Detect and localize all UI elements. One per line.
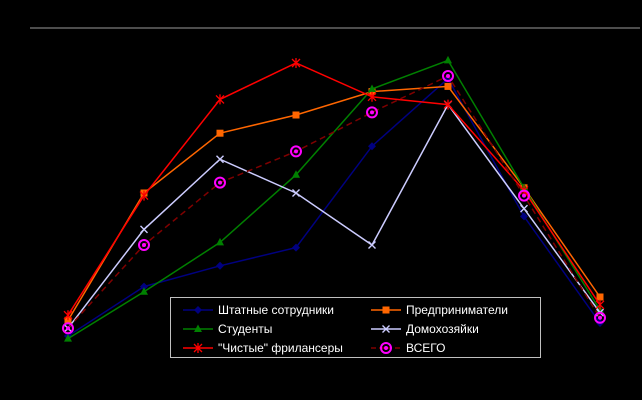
series-line: [67, 85, 601, 321]
legend-label: Домохозяйки: [406, 322, 479, 336]
data-point: [64, 334, 72, 342]
data-point: [214, 176, 226, 189]
legend-item: Штатные сотрудники: [183, 301, 334, 319]
data-point: [290, 145, 302, 158]
data-point: [368, 84, 376, 92]
series-line: [67, 75, 601, 329]
data-point: [444, 55, 452, 64]
data-point: [140, 225, 148, 234]
legend-label: "Чистые" фрилансеры: [218, 341, 343, 355]
legend-item: Предприниматели: [371, 301, 508, 319]
series-6: [62, 70, 606, 335]
legend-label: Студенты: [218, 322, 273, 336]
data-point: [63, 310, 73, 321]
data-point: [368, 142, 376, 151]
data-point: [366, 106, 378, 119]
data-point: [444, 82, 452, 90]
data-point: [140, 282, 148, 291]
legend-marker: [382, 306, 390, 314]
legend-item: "Чистые" фрилансеры: [183, 339, 343, 357]
series-line: [67, 103, 601, 329]
data-point: [216, 261, 224, 270]
legend-swatch: [183, 306, 213, 314]
legend-swatch: [371, 325, 401, 333]
legend-item: Домохозяйки: [371, 320, 479, 338]
data-point: [140, 287, 148, 295]
data-point: [292, 189, 300, 197]
legend-swatch: [183, 343, 213, 353]
legend-label: Штатные сотрудники: [218, 303, 334, 317]
legend-swatch: [371, 306, 401, 314]
data-point: [596, 293, 604, 301]
data-point: [368, 241, 376, 249]
data-point: [138, 239, 150, 251]
data-point: [292, 243, 300, 252]
data-point: [594, 311, 606, 324]
data-point: [442, 70, 454, 82]
data-point: [62, 322, 74, 335]
data-point: [518, 189, 530, 202]
data-point: [595, 299, 605, 310]
data-point: [64, 316, 72, 324]
legend-swatch: [371, 342, 401, 354]
legend-label: Предприниматели: [406, 303, 508, 317]
legend: Штатные сотрудники Предприниматели Студент…: [170, 297, 541, 358]
data-point: [216, 155, 224, 164]
data-point: [215, 94, 225, 105]
legend-marker: [194, 324, 202, 332]
series-layer: [62, 55, 606, 342]
legend-marker: [193, 343, 203, 353]
legend-item: Студенты: [183, 320, 272, 338]
legend-marker: [382, 325, 390, 333]
legend-marker: [194, 306, 202, 314]
legend-marker: [380, 342, 392, 354]
data-point: [443, 99, 453, 110]
data-point: [520, 204, 528, 213]
data-point: [291, 58, 301, 68]
data-point: [367, 91, 377, 102]
legend-label: ВСЕГО: [406, 341, 446, 355]
data-point: [520, 212, 528, 221]
data-point: [216, 129, 224, 137]
data-point: [216, 237, 224, 246]
data-point: [292, 170, 300, 178]
data-point: [139, 190, 149, 201]
legend-swatch: [183, 324, 213, 332]
legend-item: ВСЕГО: [371, 339, 445, 357]
data-point: [292, 111, 300, 119]
